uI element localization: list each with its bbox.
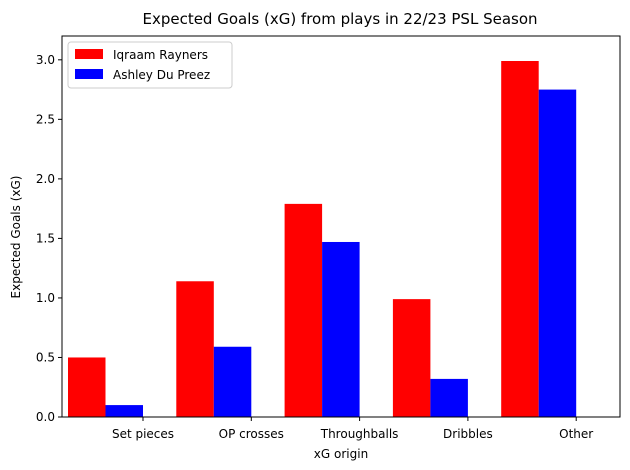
legend-box <box>67 41 233 89</box>
plot-area: 0.0 0.5 1.0 1.5 2.0 2.5 3.0 Set pieces OP crosse… <box>36 35 621 441</box>
bar-2-2 <box>213 346 252 417</box>
y-tick-label: 3.0 <box>36 53 55 67</box>
axes-frame <box>61 35 621 418</box>
bar-1-3 <box>284 203 323 417</box>
x-tick-label: OP crosses <box>219 427 284 441</box>
legend-label-2: Ashley Du Preez <box>113 68 210 82</box>
chart-title: Expected Goals (xG) from plays in 22/23 … <box>142 10 537 28</box>
y-axis-label: Expected Goals (xG) <box>9 176 23 299</box>
y-tick-label: 1.5 <box>36 231 55 245</box>
x-tick-label: Dribbles <box>443 427 493 441</box>
bar-1-4 <box>392 299 431 417</box>
bar-2-4 <box>430 378 468 417</box>
x-tick-label: Throughballs <box>320 427 399 441</box>
legend-label-1: Iqraam Rayners <box>113 48 208 62</box>
legend: Iqraam Rayners Ashley Du Preez <box>67 41 233 89</box>
legend-swatch-2 <box>75 69 103 79</box>
x-axis-label: xG origin <box>314 447 368 461</box>
x-tick-label: Other <box>559 427 593 441</box>
x-tick-label: Set pieces <box>112 427 174 441</box>
y-tick-label: 1.0 <box>36 291 55 305</box>
y-tick-label: 2.5 <box>36 112 55 126</box>
bar-1-5 <box>501 61 539 417</box>
bar-1-2 <box>176 281 214 417</box>
bar-2-5 <box>538 89 577 417</box>
bar-1-1 <box>68 357 106 417</box>
y-tick-label: 0.5 <box>36 350 55 364</box>
y-tick-label: 2.0 <box>36 172 55 186</box>
bar-2-3 <box>322 241 360 417</box>
legend-swatch-1 <box>75 49 103 59</box>
y-tick-label: 0.0 <box>36 410 55 424</box>
bar-2-1 <box>105 405 143 417</box>
